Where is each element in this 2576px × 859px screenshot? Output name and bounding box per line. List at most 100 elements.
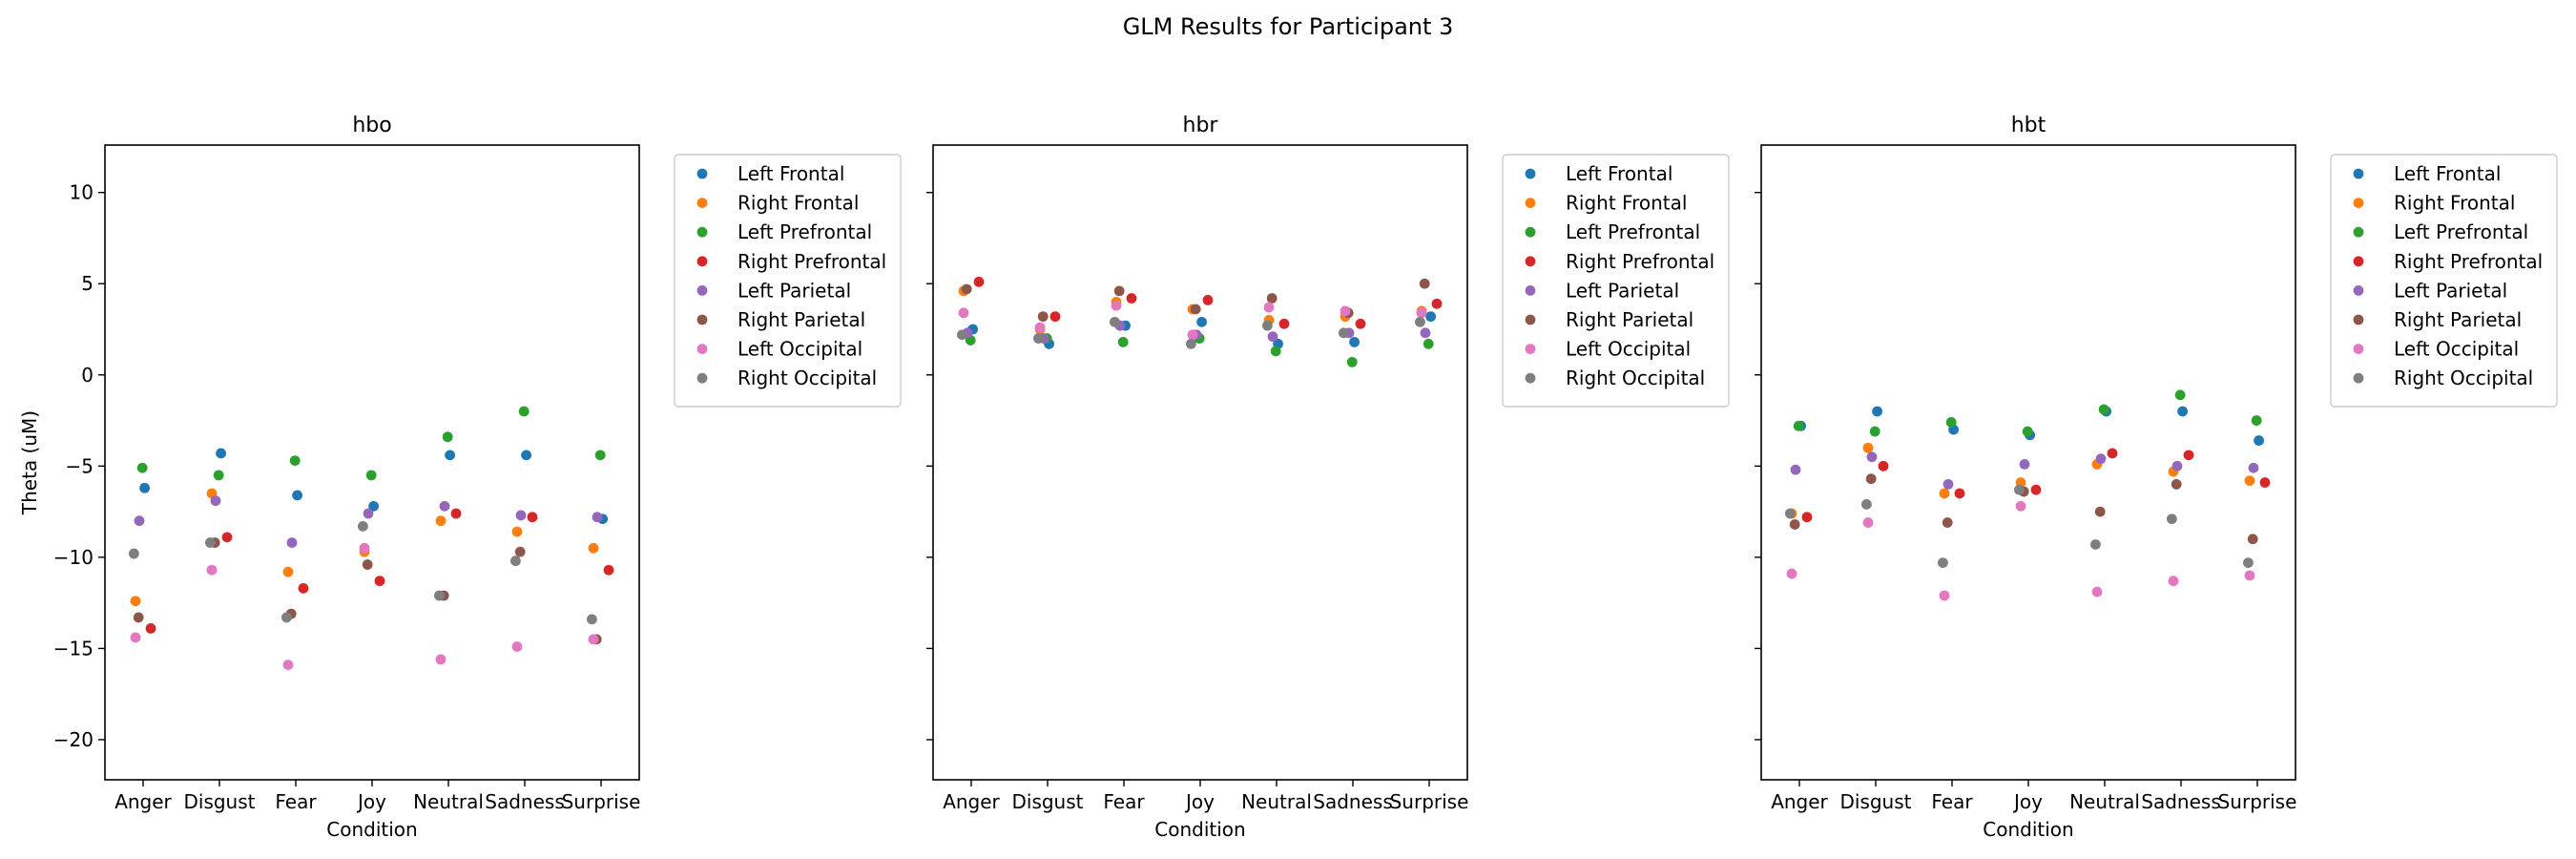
data-point (957, 329, 967, 341)
legend: Left Frontal Right Frontal Left Prefrontal… (674, 154, 902, 408)
data-point (511, 526, 523, 537)
data-point (1862, 517, 1874, 528)
y-tick-label: 10 (70, 181, 93, 204)
data-point (358, 520, 368, 532)
data-point (510, 555, 521, 567)
legend-marker (696, 372, 708, 384)
x-tick-label: Sadness (1313, 790, 1392, 813)
legend-marker (1525, 256, 1536, 267)
data-point (2094, 506, 2106, 517)
data-point (1110, 316, 1120, 327)
data-point (1866, 451, 1878, 463)
x-tick-label: Surprise (2218, 790, 2297, 813)
data-point (298, 582, 309, 594)
data-point (1945, 417, 1957, 428)
subplot-hbt: hbt Anger Disgust Fear Joy Neutral SadnessSurp… (1755, 114, 2558, 841)
data-point (1423, 338, 1434, 349)
data-point (2174, 389, 2186, 401)
data-point (1349, 336, 1360, 347)
legend-label: Right Occipital (737, 367, 877, 389)
data-point (439, 500, 450, 512)
data-point (221, 532, 233, 543)
data-point (1117, 336, 1129, 347)
data-point (2098, 404, 2109, 415)
legend-marker (2353, 168, 2364, 179)
x-tick-label: Neutral (2069, 790, 2140, 813)
data-point (133, 612, 144, 623)
data-point (2244, 570, 2255, 581)
y-axis-label: Theta (uM) (18, 410, 41, 515)
legend: Left Frontal Right Frontal Left Prefrontal… (1502, 154, 1730, 408)
subplot-title: hbr (1183, 114, 1219, 137)
data-point (1785, 508, 1796, 519)
data-point (2177, 406, 2189, 417)
data-point (587, 614, 597, 625)
data-point (282, 566, 294, 577)
data-point (1416, 307, 1427, 319)
x-tick-label: Anger (114, 790, 172, 813)
data-point (2243, 557, 2254, 569)
x-tick-label: Fear (275, 790, 317, 813)
data-point (1037, 311, 1049, 323)
legend-marker (2353, 372, 2364, 384)
legend-label: Right Parietal (2394, 308, 2522, 331)
subplot-hbr: hbr Anger Disgust Fear Joy Neutral SadnessSurp… (926, 114, 1730, 841)
legend-label: Left Occipital (2394, 338, 2519, 361)
data-point (1267, 331, 1278, 343)
data-point (1340, 305, 1351, 317)
data-point (1872, 406, 1882, 417)
legend-label: Left Occipital (1566, 338, 1691, 361)
data-point (289, 455, 301, 466)
legend-marker (2353, 314, 2364, 325)
data-point (2171, 479, 2182, 490)
legend-label: Right Occipital (2394, 367, 2533, 389)
data-point (368, 500, 379, 512)
legend-marker (1525, 168, 1536, 179)
data-point (2095, 453, 2107, 465)
legend-label: Left Frontal (737, 162, 844, 185)
x-tick-label: Joy (1184, 790, 1215, 813)
legend-marker (2353, 256, 2364, 267)
legend-label: Right Parietal (737, 308, 865, 331)
x-tick-label: Sadness (2141, 790, 2220, 813)
data-point (2248, 462, 2259, 473)
x-tick-label: Surprise (562, 790, 641, 813)
legend-marker (696, 285, 708, 296)
data-point (1202, 295, 1214, 305)
data-point (2259, 477, 2271, 488)
plot-frame (104, 144, 640, 781)
data-point (2090, 539, 2101, 550)
legend-marker (696, 314, 708, 325)
data-point (2019, 459, 2030, 470)
data-point (2251, 415, 2262, 426)
legend-label: Right Prefrontal (1566, 250, 1714, 273)
data-point (1263, 302, 1275, 313)
data-point (1270, 346, 1281, 357)
data-point (1339, 327, 1349, 339)
x-tick-label: Anger (1771, 790, 1828, 813)
data-point (1355, 318, 1366, 329)
data-point (588, 542, 599, 554)
data-point (1790, 464, 1801, 475)
x-tick-label: Surprise (1390, 790, 1469, 813)
data-point (134, 515, 145, 527)
data-point (958, 307, 969, 319)
data-point (362, 559, 373, 570)
y-tick-label: −5 (66, 454, 93, 477)
data-point (961, 283, 972, 295)
data-point (1942, 517, 1953, 528)
legend-label: Right Parietal (1566, 308, 1693, 331)
legend-marker (2353, 285, 2364, 296)
data-point (1049, 311, 1061, 323)
data-point (145, 622, 156, 634)
legend-marker (1525, 226, 1536, 238)
data-point (281, 612, 292, 623)
data-point (1266, 293, 1278, 304)
legend-marker (1525, 344, 1536, 354)
legend-marker (1525, 198, 1536, 209)
data-point (1196, 316, 1207, 327)
figure-suptitle: GLM Results for Participant 3 (1123, 13, 1454, 40)
data-point (2168, 576, 2179, 587)
data-point (205, 537, 216, 548)
x-tick-label: Disgust (1011, 790, 1083, 813)
